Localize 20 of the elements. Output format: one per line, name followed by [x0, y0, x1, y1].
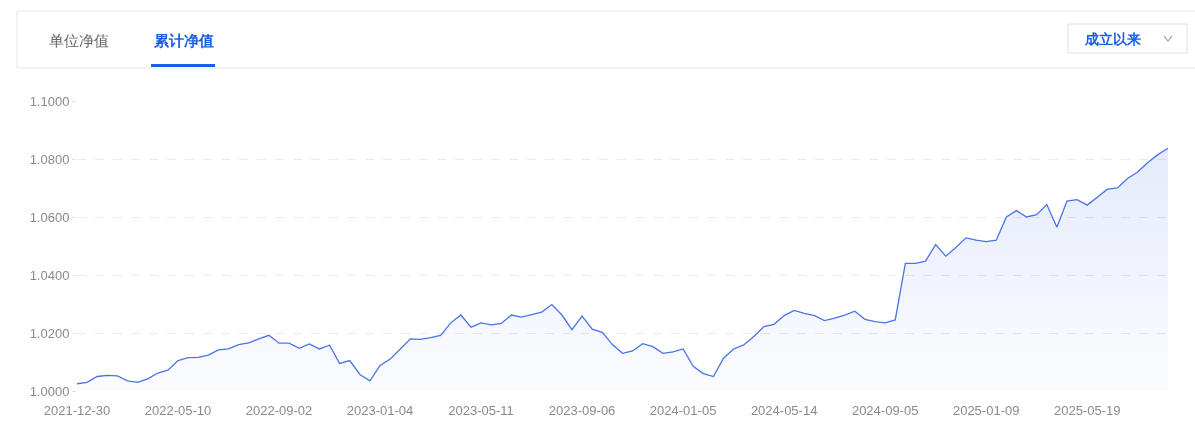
x-tick-label: 2024-09-05: [851, 403, 919, 418]
x-tick-label: 2023-05-11: [448, 403, 514, 418]
x-tick-label: 2023-01-04: [346, 403, 414, 418]
y-tick-label: 1.0400: [29, 267, 70, 283]
text: 单位净值: [49, 32, 109, 50]
y-tick-label: 1.1000: [29, 93, 70, 109]
x-tick-label: 2024-01-05: [649, 403, 717, 418]
x-tick-label: 2024-05-14: [750, 403, 818, 418]
text: 累计净值: [153, 32, 214, 50]
x-tick-label: 2022-05-10: [144, 403, 212, 418]
x-tick-label: 2025-01-09: [952, 403, 1020, 418]
text: 成立以来: [1084, 31, 1141, 47]
y-tick-label: 1.0800: [29, 151, 70, 167]
y-tick-label: 1.0200: [29, 325, 70, 341]
y-tick-label: 1.0000: [29, 383, 70, 399]
x-tick-label: 2023-09-06: [548, 403, 616, 418]
x-tick-label: 2025-05-19: [1053, 403, 1121, 418]
y-tick-label: 1.0600: [29, 209, 70, 225]
x-tick-label: 2022-09-02: [245, 403, 313, 418]
x-tick-label: 2021-12-30: [43, 403, 111, 418]
